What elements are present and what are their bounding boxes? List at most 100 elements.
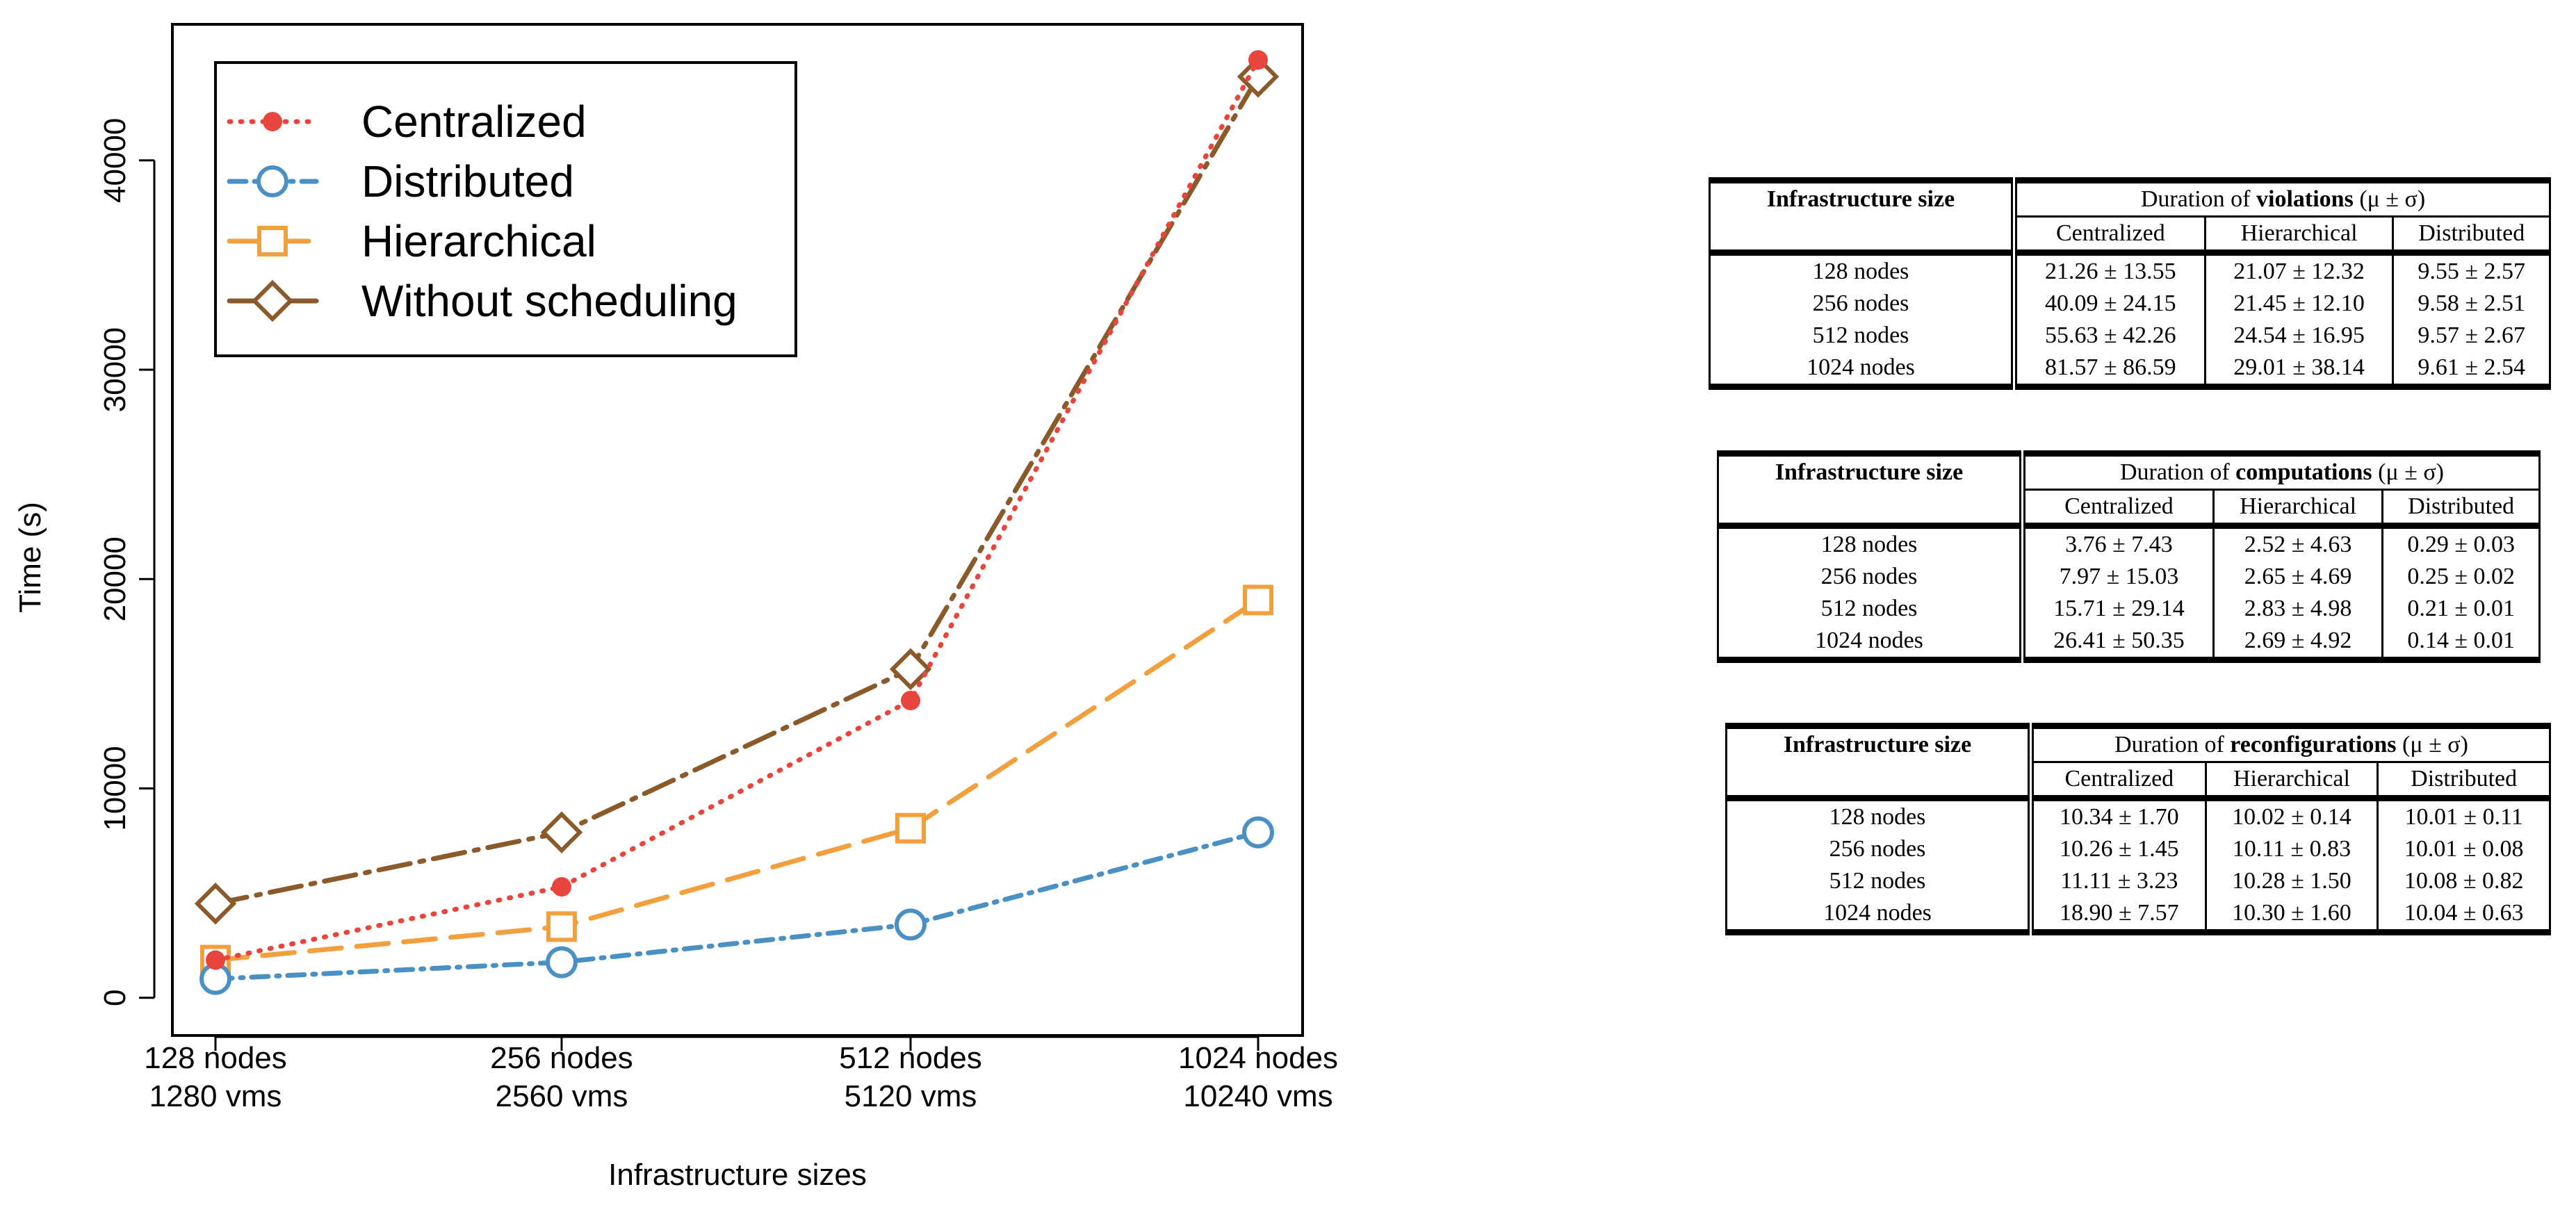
x-tick-label: 128 nodes bbox=[144, 1041, 287, 1075]
row-label: 1024 nodes bbox=[1709, 352, 2014, 390]
cell: 18.90 ± 7.57 bbox=[2028, 897, 2206, 935]
table-row: 256 nodes 10.26 ± 1.45 10.11 ± 0.83 10.0… bbox=[1725, 833, 2551, 865]
legend-label: Hierarchical bbox=[361, 216, 596, 266]
series-line bbox=[213, 830, 1261, 982]
legend-marker bbox=[256, 165, 288, 197]
cell: 0.25 ± 0.02 bbox=[2381, 561, 2541, 593]
cell: 81.57 ± 86.59 bbox=[2011, 352, 2206, 390]
table-row: 1024 nodes 18.90 ± 7.57 10.30 ± 1.60 10.… bbox=[1725, 897, 2551, 935]
y-axis-label: Time (s) bbox=[13, 502, 47, 613]
series-line bbox=[213, 74, 1261, 906]
cell: 9.58 ± 2.51 bbox=[2392, 288, 2551, 320]
cell: 10.04 ± 0.63 bbox=[2377, 897, 2551, 935]
cell: 0.21 ± 0.01 bbox=[2381, 593, 2541, 625]
col-header: Hierarchical bbox=[2203, 216, 2393, 256]
data-point bbox=[1248, 50, 1268, 70]
cell: 10.08 ± 0.82 bbox=[2377, 865, 2551, 897]
y-tick-label: 10000 bbox=[98, 746, 132, 830]
legend-label: Distributed bbox=[361, 156, 574, 206]
x-axis: 128 nodes 1280 vms 256 nodes 2560 vms 512 no… bbox=[144, 1035, 1338, 1113]
row-label: 1024 nodes bbox=[1717, 625, 2023, 663]
x-tick-label: 1024 nodes bbox=[1178, 1041, 1338, 1075]
data-point bbox=[206, 950, 225, 970]
legend-entry: Without scheduling bbox=[227, 276, 737, 326]
table-row: 128 nodes 21.26 ± 13.55 21.07 ± 12.32 9.… bbox=[1709, 252, 2551, 288]
cell: 2.65 ± 4.69 bbox=[2212, 561, 2383, 593]
row-label: 512 nodes bbox=[1725, 865, 2031, 897]
data-point bbox=[1242, 816, 1274, 849]
cell: 10.11 ± 0.83 bbox=[2204, 833, 2378, 865]
table-row: 512 nodes 55.63 ± 42.26 24.54 ± 16.95 9.… bbox=[1709, 320, 2551, 352]
table-row: 256 nodes 40.09 ± 24.15 21.45 ± 12.10 9.… bbox=[1709, 288, 2551, 320]
series-without-scheduling bbox=[194, 56, 1280, 925]
table-caption: Duration of reconfigurations (μ ± σ) bbox=[2028, 723, 2551, 763]
y-tick-label: 40000 bbox=[98, 118, 132, 203]
data-point bbox=[895, 812, 926, 844]
legend: Centralized Distributed Hierarchical Withou… bbox=[214, 61, 797, 357]
cell: 7.97 ± 15.03 bbox=[2019, 561, 2214, 593]
y-tick-label: 0 bbox=[98, 990, 132, 1006]
data-point bbox=[552, 877, 571, 897]
cell: 26.41 ± 50.35 bbox=[2019, 625, 2214, 663]
row-label: 128 nodes bbox=[1717, 525, 2023, 561]
row-label: 1024 nodes bbox=[1725, 897, 2031, 935]
cell: 0.29 ± 0.03 bbox=[2381, 525, 2541, 561]
reconfigurations-table: Infrastructure size Duration of reconfig… bbox=[1725, 723, 2551, 935]
cell: 10.02 ± 0.14 bbox=[2204, 798, 2378, 833]
row-label: 512 nodes bbox=[1717, 593, 2023, 625]
data-point bbox=[1237, 56, 1280, 98]
cell: 21.07 ± 12.32 bbox=[2203, 252, 2393, 288]
cell: 15.71 ± 29.14 bbox=[2019, 593, 2214, 625]
cell: 3.76 ± 7.43 bbox=[2019, 525, 2214, 561]
x-axis-label: Infrastructure sizes bbox=[608, 1158, 867, 1192]
data-point bbox=[901, 691, 920, 711]
x-tick-label: 512 nodes bbox=[839, 1041, 982, 1075]
data-point bbox=[1243, 584, 1273, 616]
cell: 9.61 ± 2.54 bbox=[2392, 352, 2551, 390]
cell: 2.69 ± 4.92 bbox=[2212, 625, 2383, 663]
time-line-chart: 0 10000 20000 30000 40000 128 nodes 1280 vms 2… bbox=[13, 23, 1338, 1192]
legend-label: Centralized bbox=[361, 97, 587, 147]
plot-frame bbox=[171, 23, 1304, 1037]
cell: 2.83 ± 4.98 bbox=[2212, 593, 2383, 625]
cell: 55.63 ± 42.26 bbox=[2011, 320, 2206, 352]
x-tick-label: 5120 vms bbox=[845, 1079, 977, 1113]
table-row: 128 nodes 10.34 ± 1.70 10.02 ± 0.14 10.0… bbox=[1725, 798, 2551, 833]
legend-entry: Centralized bbox=[227, 97, 587, 147]
x-tick-label: 10240 vms bbox=[1183, 1079, 1332, 1113]
table-row: 512 nodes 11.11 ± 3.23 10.28 ± 1.50 10.0… bbox=[1725, 865, 2551, 897]
cell: 40.09 ± 24.15 bbox=[2011, 288, 2206, 320]
col-header: Hierarchical bbox=[2204, 762, 2378, 801]
cell: 24.54 ± 16.95 bbox=[2203, 320, 2393, 352]
violations-table: Infrastructure size Duration of violatio… bbox=[1709, 177, 2551, 390]
table-caption: Duration of violations (μ ± σ) bbox=[2011, 177, 2551, 218]
cell: 10.34 ± 1.70 bbox=[2028, 798, 2206, 833]
data-point bbox=[540, 811, 583, 854]
computations-table: Infrastructure size Duration of computat… bbox=[1717, 450, 2541, 663]
y-tick-label: 30000 bbox=[98, 327, 132, 412]
series-distributed bbox=[199, 816, 1274, 995]
cell: 10.30 ± 1.60 bbox=[2204, 897, 2378, 935]
legend-marker bbox=[251, 279, 294, 322]
cell: 11.11 ± 3.23 bbox=[2028, 865, 2206, 897]
row-label: 128 nodes bbox=[1725, 798, 2031, 833]
legend-entry: Hierarchical bbox=[227, 216, 596, 266]
row-label: 128 nodes bbox=[1709, 252, 2014, 288]
y-tick-label: 20000 bbox=[98, 537, 132, 621]
row-label: 256 nodes bbox=[1709, 288, 2014, 320]
cell: 10.01 ± 0.11 bbox=[2377, 798, 2551, 833]
legend-marker bbox=[263, 112, 282, 131]
table-caption: Duration of computations (μ ± σ) bbox=[2019, 450, 2541, 491]
col-header: Distributed bbox=[2377, 762, 2551, 801]
x-tick-label: 256 nodes bbox=[490, 1041, 633, 1075]
table-header-infra: Infrastructure size bbox=[1709, 177, 2014, 256]
row-label: 256 nodes bbox=[1725, 833, 2031, 865]
cell: 9.57 ± 2.67 bbox=[2392, 320, 2551, 352]
x-tick-label: 1280 vms bbox=[149, 1079, 282, 1113]
cell: 9.55 ± 2.57 bbox=[2392, 252, 2551, 288]
legend-entry: Distributed bbox=[227, 156, 574, 206]
col-header: Centralized bbox=[2028, 762, 2206, 801]
col-header: Hierarchical bbox=[2212, 489, 2383, 529]
y-axis: 0 10000 20000 30000 40000 bbox=[98, 118, 156, 1006]
cell: 10.26 ± 1.45 bbox=[2028, 833, 2206, 865]
